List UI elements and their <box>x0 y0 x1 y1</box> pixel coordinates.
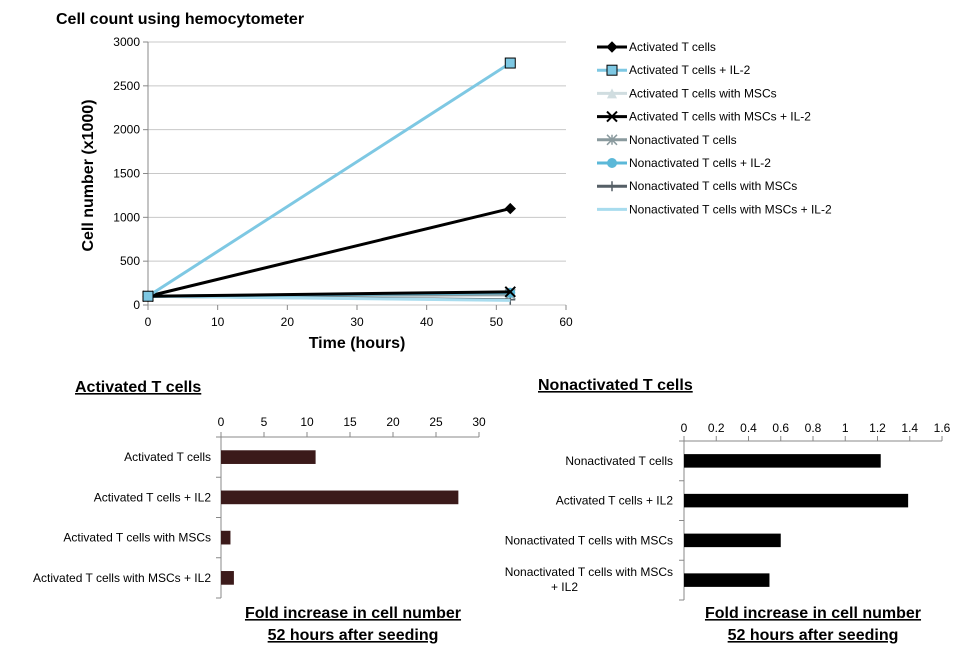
series-line <box>147 61 512 298</box>
line-chart: Cell count using hemocytometer0500100015… <box>56 11 832 352</box>
data-point <box>142 290 154 302</box>
series-line <box>147 290 511 298</box>
x-axis-label-line2: 52 hours after seeding <box>728 627 899 644</box>
x-tick-label: 25 <box>429 415 443 429</box>
x-tick-label: 0 <box>218 415 225 429</box>
category-label-line: Nonactivated T cells with MSCs <box>505 565 673 579</box>
x-tick-label: 0.2 <box>708 421 725 435</box>
x-axis-label: Time (hours) <box>309 335 406 352</box>
bar <box>221 450 316 464</box>
legend-entry: Nonactivated T cells with MSCs <box>629 179 797 193</box>
x-tick-label: 60 <box>559 315 573 329</box>
y-tick-label: 1000 <box>113 210 140 224</box>
bar <box>221 490 459 505</box>
bar <box>684 573 770 587</box>
x-tick-label: 15 <box>343 415 357 429</box>
x-tick-label: 30 <box>472 415 486 429</box>
bar-chart-title: Nonactivated T cells <box>538 377 693 394</box>
bar-chart-activated: Activated T cells 0 5 10 15 20 25 30 Activated T… <box>33 379 486 644</box>
bar-chart-title: Activated T cells <box>75 379 201 396</box>
legend-marker <box>606 41 618 53</box>
x-tick-label: 10 <box>300 415 314 429</box>
category-label-line: + IL2 <box>551 580 578 594</box>
y-tick-label: 2500 <box>113 79 140 93</box>
data-point <box>504 57 516 69</box>
x-axis-label-line1: Fold increase in cell number <box>245 605 461 622</box>
bar <box>221 530 231 545</box>
category-label: Nonactivated T cells with MSCs <box>505 533 673 547</box>
x-tick-label: 10 <box>211 315 225 329</box>
x-tick-label: 0.4 <box>740 421 757 435</box>
x-tick-label: 0.8 <box>805 421 822 435</box>
x-tick-label: 0 <box>681 421 688 435</box>
category-label: Activated T cells + IL2 <box>556 494 674 508</box>
legend-entry: Activated T cells <box>629 40 716 54</box>
category-label: Nonactivated T cells with MSCs + IL2 <box>505 565 673 594</box>
x-tick-label: 1.2 <box>869 421 886 435</box>
legend-marker <box>606 134 618 146</box>
legend-entry: Activated T cells with MSCs <box>629 86 777 100</box>
y-tick-label: 500 <box>120 254 140 268</box>
category-label: Activated T cells + IL2 <box>94 490 212 504</box>
x-tick-label: 20 <box>386 415 400 429</box>
y-tick-label: 3000 <box>113 35 140 49</box>
legend-entry: Activated T cells + IL-2 <box>629 63 751 77</box>
line-chart-title: Cell count using hemocytometer <box>56 11 304 28</box>
x-tick-label: 1.4 <box>901 421 918 435</box>
x-tick-label: 20 <box>281 315 295 329</box>
legend-entry: Nonactivated T cells with MSCs + IL-2 <box>629 202 832 216</box>
y-tick-label: 2000 <box>113 123 140 137</box>
series-line <box>147 207 511 298</box>
bar <box>684 533 781 548</box>
category-label: Activated T cells <box>124 450 211 464</box>
data-point <box>504 286 516 298</box>
legend-marker <box>606 110 618 123</box>
legend-marker <box>607 88 617 99</box>
category-label: Nonactivated T cells <box>565 454 673 468</box>
legend-marker <box>606 64 618 76</box>
y-axis-label: Cell number (x1000) <box>80 99 97 251</box>
x-tick-label: 1.6 <box>934 421 951 435</box>
legend-entry: Nonactivated T cells <box>629 133 737 147</box>
x-tick-label: 0 <box>145 315 152 329</box>
x-tick-label: 5 <box>261 415 268 429</box>
bar <box>221 571 234 585</box>
x-tick-label: 40 <box>420 315 434 329</box>
x-tick-label: 0.6 <box>772 421 789 435</box>
bar <box>684 454 881 468</box>
bar-chart-nonactivated: Nonactivated T cells 0 0.2 0.4 0.6 0.8 1 1.2 1.4… <box>505 377 951 644</box>
x-axis-label-line2: 52 hours after seeding <box>268 627 439 644</box>
bar <box>684 493 909 508</box>
y-tick-label: 0 <box>133 298 140 312</box>
legend-marker <box>607 181 617 192</box>
y-tick-label: 1500 <box>113 167 140 181</box>
category-label: Activated T cells with MSCs + IL2 <box>33 571 211 585</box>
data-point <box>504 202 516 215</box>
x-axis-label-line1: Fold increase in cell number <box>705 605 921 622</box>
legend-entry: Activated T cells with MSCs + IL-2 <box>629 110 811 124</box>
legend-marker <box>607 158 617 168</box>
x-tick-label: 1 <box>842 421 849 435</box>
x-tick-label: 50 <box>490 315 504 329</box>
category-label: Activated T cells with MSCs <box>63 531 211 545</box>
legend-entry: Nonactivated T cells + IL-2 <box>629 156 771 170</box>
x-tick-label: 30 <box>350 315 364 329</box>
